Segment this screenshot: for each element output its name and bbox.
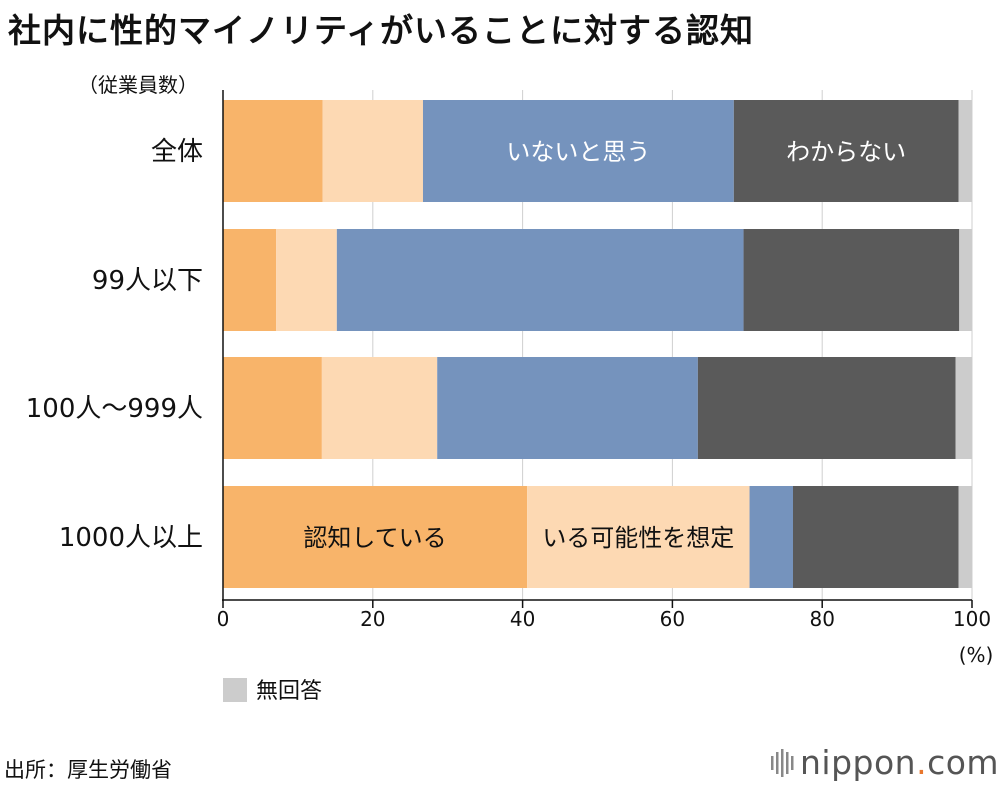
bar-2-series-3	[336, 229, 744, 331]
bar-2-series-1	[223, 229, 277, 331]
category-label-2: 99人以下	[92, 266, 203, 296]
logo-name: nippon	[800, 742, 917, 782]
bar-1-series-5	[958, 100, 972, 202]
category-label-3: 100人～999人	[26, 394, 203, 424]
category-label-1: 全体	[151, 137, 203, 167]
category-label-4: 1000人以上	[59, 523, 203, 553]
logo-text: nippon.com	[800, 743, 999, 782]
bar-3-series-3	[437, 357, 698, 459]
logo-dot: .	[916, 742, 928, 782]
logo-suffix: com	[927, 742, 1000, 782]
x-axis-unit: (%)	[959, 643, 994, 667]
segment-label-3: 認知している	[303, 524, 446, 552]
legend-label-1: 無回答	[256, 679, 322, 704]
segment-label-1: いないと思う	[506, 138, 650, 166]
x-tick-label-60: 60	[660, 607, 685, 631]
nippon-logo: nippon.com	[770, 742, 999, 782]
legend-swatch-1	[223, 678, 247, 702]
segment-label-4: いる可能性を想定	[542, 524, 734, 552]
bar-4-series-4	[792, 486, 959, 588]
stacked-bar-chart: 0 20 40 60 80 100 (%) （従業員数） 全体 99人以下 100人～999人 100…	[26, 73, 994, 704]
chart-title: 社内に性的マイノリティがいることに対する認知	[8, 11, 755, 50]
y-axis-heading: （従業員数）	[78, 73, 198, 97]
bar-3-series-5	[955, 357, 972, 459]
x-tick-label-80: 80	[809, 607, 834, 631]
bar-3-series-4	[697, 357, 956, 459]
x-tick-label-0: 0	[217, 607, 230, 631]
bar-4-series-2	[527, 486, 750, 588]
bar-1-series-3	[422, 100, 734, 202]
bar-1-series-4	[733, 100, 959, 202]
bar-3-series-1	[223, 357, 322, 459]
x-tick-label-100: 100	[953, 607, 991, 631]
segment-label-2: わからない	[786, 138, 906, 166]
bar-2-series-2	[276, 229, 337, 331]
bar-4-series-3	[749, 486, 793, 588]
source-note: 出所：厚生労働省	[4, 758, 172, 782]
bar-3-series-2	[321, 357, 438, 459]
logo-mark-icon	[771, 749, 794, 777]
bar-2-series-4	[743, 229, 960, 331]
bar-1-series-1	[223, 100, 323, 202]
bar-2-series-5	[959, 229, 972, 331]
x-tick-label-40: 40	[510, 607, 535, 631]
bar-1-series-2	[322, 100, 423, 202]
bar-4-series-5	[958, 486, 972, 588]
x-tick-label-20: 20	[360, 607, 385, 631]
bar-4-series-1	[223, 486, 528, 588]
